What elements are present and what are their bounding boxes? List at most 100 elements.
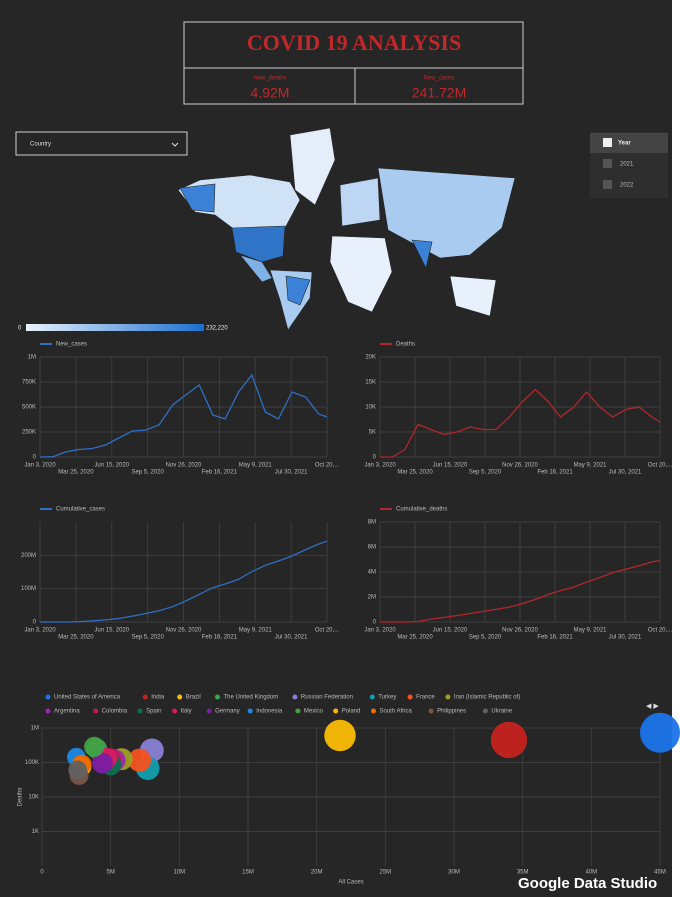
x-tick-label: Jun 15, 2020 xyxy=(433,463,468,469)
legend-swatch xyxy=(333,708,339,714)
x-tick-label: Jan 3, 2020 xyxy=(24,628,56,634)
x-tick-label: Sep 5, 2020 xyxy=(131,635,164,641)
legend-swatch xyxy=(142,694,148,700)
legend-swatch xyxy=(172,708,178,714)
map-region xyxy=(377,167,516,259)
x-tick-label: Mar 25, 2020 xyxy=(58,470,94,476)
series-line xyxy=(380,559,661,623)
legend-swatch xyxy=(445,694,451,700)
x-tick-label: Jul 30, 2021 xyxy=(609,470,642,476)
y-tick-label: 1M xyxy=(28,355,36,361)
legend-swatch xyxy=(206,708,212,714)
legend-label: Iran (Islamic Republic of) xyxy=(454,695,520,701)
y-tick-label: 0 xyxy=(373,620,377,626)
x-tick-label: Jul 30, 2021 xyxy=(275,635,308,641)
world-map xyxy=(177,127,516,331)
kpi-label: New_deaths xyxy=(253,76,286,82)
dropdown-arrow xyxy=(171,142,179,147)
legend-swatch xyxy=(407,694,413,700)
kpi-label: New_cases xyxy=(423,76,454,82)
y-tick-label: 4M xyxy=(368,570,376,576)
map-region xyxy=(411,239,433,269)
x-tick-label: Feb 16, 2021 xyxy=(202,470,238,476)
map-region xyxy=(285,275,311,306)
country-dropdown[interactable] xyxy=(15,131,188,156)
checkbox[interactable] xyxy=(603,138,612,147)
legend-label: United States of America xyxy=(54,695,121,701)
y-tick-label: 1K xyxy=(32,829,39,835)
x-tick-label: May 9, 2021 xyxy=(573,628,607,634)
legend-label: South Africa xyxy=(380,709,413,715)
year-option: 2022 xyxy=(620,183,634,189)
x-tick-label: 5M xyxy=(106,870,114,876)
map-region xyxy=(339,177,381,227)
y-tick-label: 2M xyxy=(368,595,376,601)
bubble xyxy=(127,748,152,772)
x-tick-label: 45M xyxy=(654,870,666,876)
y-tick-label: 6M xyxy=(368,545,376,551)
checkbox[interactable] xyxy=(603,159,612,168)
brand-watermark: Google Data Studio xyxy=(518,875,657,892)
map-legend-max: 232,220 xyxy=(206,326,228,332)
legend-label: Cumulative_cases xyxy=(56,507,105,513)
bubble xyxy=(68,760,88,780)
x-tick-label: Nov 26, 2020 xyxy=(502,628,538,634)
legend-swatch xyxy=(247,708,253,714)
legend-swatch xyxy=(295,708,301,714)
x-tick-label: Jan 3, 2020 xyxy=(24,463,56,469)
y-tick-label: 0 xyxy=(33,455,37,461)
bubble xyxy=(92,752,113,774)
legend-label: Brazil xyxy=(186,695,201,701)
x-tick-label: Oct 20,... xyxy=(315,628,340,634)
checkbox[interactable] xyxy=(603,180,612,189)
legend-label: Colombia xyxy=(102,709,128,715)
x-axis-label: All Cases xyxy=(338,880,363,886)
y-tick-label: 750K xyxy=(22,380,36,386)
x-tick-label: Feb 16, 2021 xyxy=(537,470,573,476)
x-tick-label: Sep 5, 2020 xyxy=(131,470,164,476)
x-tick-label: 30M xyxy=(448,870,460,876)
x-tick-label: Jan 3, 2020 xyxy=(364,628,396,634)
y-axis-label: Deaths xyxy=(18,787,24,806)
y-tick-label: 10K xyxy=(28,795,39,801)
x-tick-label: Jun 15, 2020 xyxy=(94,628,129,634)
map-region xyxy=(179,183,216,213)
x-tick-label: Oct 20,... xyxy=(648,628,673,634)
x-tick-label: May 9, 2021 xyxy=(239,628,273,634)
x-tick-label: Jun 15, 2020 xyxy=(433,628,468,634)
kpi-box xyxy=(354,67,524,105)
x-tick-label: Sep 5, 2020 xyxy=(469,470,502,476)
map-region xyxy=(329,235,393,313)
legend-label: Italy xyxy=(181,709,192,715)
x-tick-label: Oct 20,... xyxy=(315,463,340,469)
y-tick-label: 1M xyxy=(31,726,39,732)
legend-swatch xyxy=(177,694,183,700)
y-tick-label: 20K xyxy=(365,355,376,361)
x-tick-label: Mar 25, 2020 xyxy=(397,470,433,476)
y-tick-label: 0 xyxy=(373,455,377,461)
x-tick-label: Nov 26, 2020 xyxy=(166,463,202,469)
bubble xyxy=(490,721,528,759)
legend-label: Deaths xyxy=(396,342,415,348)
x-tick-label: Feb 16, 2021 xyxy=(202,635,238,641)
legend-swatch xyxy=(292,694,298,700)
map-region xyxy=(231,225,286,263)
y-tick-label: 200M xyxy=(21,553,36,559)
x-tick-label: 35M xyxy=(517,870,529,876)
x-tick-label: Mar 25, 2020 xyxy=(397,635,433,641)
legend-label: France xyxy=(416,695,435,701)
legend-label: Russian Federation xyxy=(301,695,353,701)
legend-label: India xyxy=(151,695,165,701)
legend-label: Germany xyxy=(215,709,240,715)
x-tick-label: 10M xyxy=(173,870,185,876)
y-tick-label: 0 xyxy=(33,620,37,626)
x-tick-label: 25M xyxy=(379,870,391,876)
y-tick-label: 8M xyxy=(368,520,376,526)
map-region xyxy=(289,127,336,206)
legend-pager[interactable]: ◀ ▶ xyxy=(646,703,659,710)
x-tick-label: Nov 26, 2020 xyxy=(502,463,538,469)
map-legend-min: 0 xyxy=(18,326,22,332)
x-tick-label: 20M xyxy=(311,870,323,876)
dropdown-label: Country xyxy=(30,142,51,148)
